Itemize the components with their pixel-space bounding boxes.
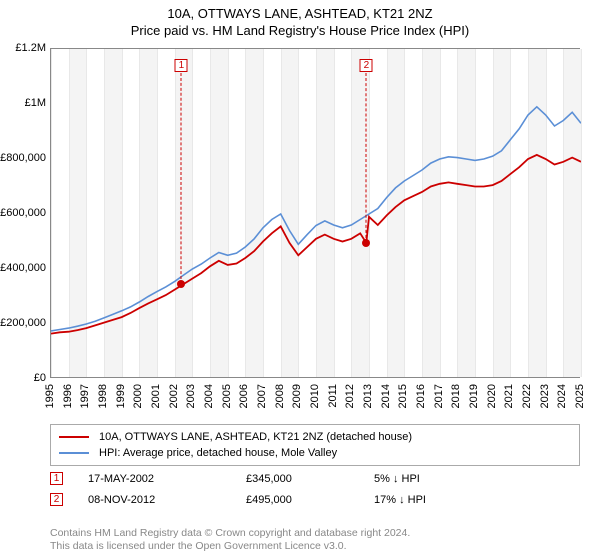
x-axis-label: 2023: [539, 384, 551, 424]
x-axis-label: 2000: [132, 384, 144, 424]
y-axis-label: £200,000: [0, 317, 46, 329]
x-axis-label: 2019: [468, 384, 480, 424]
title-address: 10A, OTTWAYS LANE, ASHTEAD, KT21 2NZ: [0, 6, 600, 21]
sale-dot-icon: [362, 239, 370, 247]
x-axis-label: 1998: [97, 384, 109, 424]
x-axis-label: 2002: [168, 384, 180, 424]
table-row: 2 08-NOV-2012 £495,000 17% ↓ HPI: [50, 489, 580, 510]
x-axis-label: 2006: [238, 384, 250, 424]
x-axis-label: 2005: [221, 384, 233, 424]
x-axis-label: 2017: [433, 384, 445, 424]
y-axis-label: £0: [0, 372, 46, 384]
sales-table: 1 17-MAY-2002 £345,000 5% ↓ HPI 2 08-NOV…: [50, 468, 580, 510]
x-axis-label: 1995: [44, 384, 56, 424]
x-axis-label: 2007: [256, 384, 268, 424]
x-axis-label: 2010: [309, 384, 321, 424]
x-axis-label: 2004: [203, 384, 215, 424]
x-axis-label: 2013: [362, 384, 374, 424]
x-axis-label: 2011: [327, 384, 339, 424]
x-axis-label: 2008: [274, 384, 286, 424]
x-axis-label: 2014: [380, 384, 392, 424]
sale-price: £345,000: [246, 473, 366, 485]
y-axis-label: £400,000: [0, 262, 46, 274]
x-axis-label: 2025: [574, 384, 586, 424]
table-row: 1 17-MAY-2002 £345,000 5% ↓ HPI: [50, 468, 580, 489]
x-axis-label: 1997: [79, 384, 91, 424]
y-axis-label: £600,000: [0, 207, 46, 219]
chart: 12 1995199619971998199920002001200220032…: [50, 48, 580, 378]
sale-marker-icon: 2: [50, 493, 63, 506]
legend: 10A, OTTWAYS LANE, ASHTEAD, KT21 2NZ (de…: [50, 424, 580, 466]
y-axis-label: £800,000: [0, 152, 46, 164]
footer: Contains HM Land Registry data © Crown c…: [50, 527, 580, 554]
sale-marker-icon: 2: [360, 59, 373, 72]
legend-row: HPI: Average price, detached house, Mole…: [59, 445, 571, 461]
x-axis-label: 2021: [503, 384, 515, 424]
x-axis-label: 1999: [115, 384, 127, 424]
x-axis-label: 2016: [415, 384, 427, 424]
footer-line: Contains HM Land Registry data © Crown c…: [50, 527, 580, 541]
sale-date: 17-MAY-2002: [88, 473, 238, 485]
x-axis-label: 2003: [185, 384, 197, 424]
title-subtitle: Price paid vs. HM Land Registry's House …: [0, 23, 600, 38]
legend-label: 10A, OTTWAYS LANE, ASHTEAD, KT21 2NZ (de…: [99, 431, 412, 443]
legend-label: HPI: Average price, detached house, Mole…: [99, 447, 337, 459]
x-axis-label: 2024: [556, 384, 568, 424]
plot-area: 12: [50, 48, 580, 378]
x-axis-label: 2022: [521, 384, 533, 424]
x-axis-label: 2001: [150, 384, 162, 424]
sale-marker-icon: 1: [50, 472, 63, 485]
sale-date: 08-NOV-2012: [88, 494, 238, 506]
footer-line: This data is licensed under the Open Gov…: [50, 540, 580, 554]
legend-row: 10A, OTTWAYS LANE, ASHTEAD, KT21 2NZ (de…: [59, 429, 571, 445]
sale-dot-icon: [177, 280, 185, 288]
sale-price: £495,000: [246, 494, 366, 506]
x-axis-label: 2020: [486, 384, 498, 424]
series-line-hpi: [51, 107, 581, 331]
sale-marker-icon: 1: [175, 59, 188, 72]
x-axis-label: 2009: [291, 384, 303, 424]
x-axis-label: 1996: [62, 384, 74, 424]
sale-diff: 17% ↓ HPI: [374, 494, 494, 506]
x-axis-label: 2012: [344, 384, 356, 424]
legend-swatch-property: [59, 436, 89, 438]
y-axis-label: £1.2M: [0, 42, 46, 54]
sale-diff: 5% ↓ HPI: [374, 473, 494, 485]
x-axis-label: 2018: [450, 384, 462, 424]
x-axis-label: 2015: [397, 384, 409, 424]
legend-swatch-hpi: [59, 452, 89, 454]
y-axis-label: £1M: [0, 97, 46, 109]
